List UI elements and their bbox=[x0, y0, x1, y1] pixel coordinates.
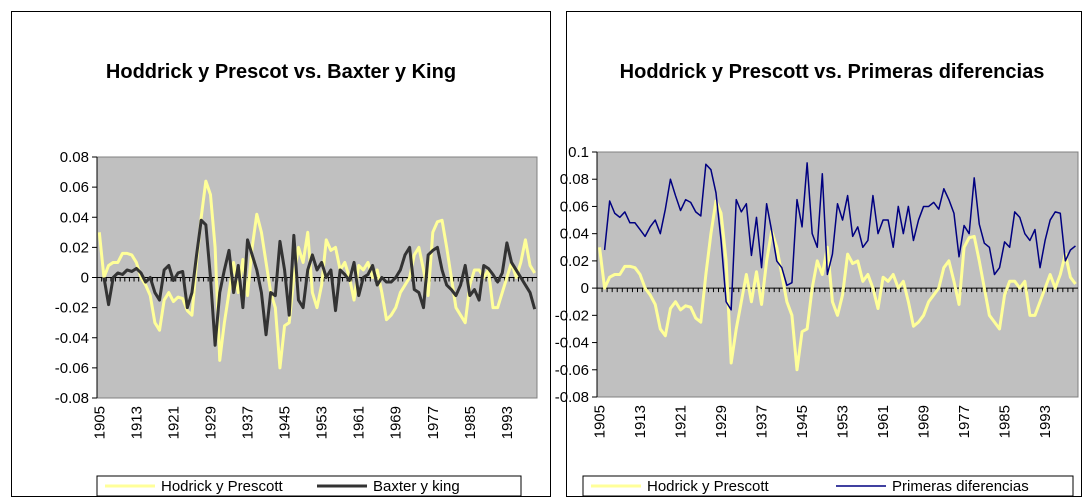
x-tick-label: 1977 bbox=[425, 406, 442, 439]
y-tick-label: -0.06 bbox=[55, 360, 89, 377]
x-tick-label: 1985 bbox=[462, 406, 479, 439]
legend bbox=[96, 475, 522, 497]
x-tick-label: 1969 bbox=[388, 406, 405, 439]
y-tick-label: -0.02 bbox=[555, 307, 589, 324]
legend-label: Hodrick y Prescott bbox=[647, 478, 770, 495]
y-tick-label: -0.08 bbox=[555, 389, 589, 406]
y-tick-label: 0.08 bbox=[60, 149, 89, 166]
y-tick-label: 0.08 bbox=[560, 171, 589, 188]
x-tick-label: 1945 bbox=[277, 406, 294, 439]
y-tick-label: -0.06 bbox=[555, 362, 589, 379]
y-tick-label: 0.1 bbox=[568, 144, 589, 161]
y-tick-label: 0.02 bbox=[560, 253, 589, 270]
y-tick-label: 0.04 bbox=[560, 226, 589, 243]
y-tick-label: 0.04 bbox=[60, 209, 89, 226]
y-tick-label: 0 bbox=[581, 280, 589, 297]
chart-title: Hoddrick y Prescot vs. Baxter y King bbox=[105, 61, 457, 83]
x-tick-label: 1937 bbox=[754, 405, 771, 438]
x-tick-label: 1993 bbox=[1037, 405, 1054, 438]
y-tick-label: -0.08 bbox=[55, 390, 89, 407]
y-tick-label: -0.04 bbox=[555, 335, 589, 352]
x-tick-label: 1977 bbox=[956, 405, 973, 438]
x-tick-label: 1945 bbox=[794, 405, 811, 438]
plot-area bbox=[596, 151, 1079, 398]
x-tick-label: 1961 bbox=[875, 405, 892, 438]
y-tick-label: 0.02 bbox=[60, 239, 89, 256]
x-tick-label: 1921 bbox=[673, 405, 690, 438]
x-tick-label: 1969 bbox=[916, 405, 933, 438]
legend-label: Hodrick y Prescott bbox=[161, 478, 284, 495]
y-tick-label: 0 bbox=[81, 270, 89, 287]
legend bbox=[582, 475, 1074, 497]
x-tick-label: 1937 bbox=[240, 406, 257, 439]
series-line bbox=[598, 199, 1077, 372]
x-tick-label: 1929 bbox=[713, 405, 730, 438]
chart-title: Hoddrick y Prescott vs. Primeras diferen… bbox=[619, 61, 1045, 83]
x-tick-label: 1913 bbox=[632, 405, 649, 438]
x-tick-label: 1921 bbox=[165, 406, 182, 439]
series-line bbox=[603, 162, 1076, 311]
x-tick-label: 1993 bbox=[499, 406, 516, 439]
y-tick-label: 0.06 bbox=[560, 198, 589, 215]
y-tick-label: -0.02 bbox=[55, 300, 89, 317]
legend-label: Baxter y king bbox=[373, 478, 460, 495]
series-line bbox=[97, 179, 536, 370]
x-tick-label: 1953 bbox=[835, 405, 852, 438]
y-tick-label: 0.06 bbox=[60, 179, 89, 196]
x-tick-label: 1913 bbox=[128, 406, 145, 439]
x-tick-label: 1953 bbox=[314, 406, 331, 439]
x-tick-label: 1905 bbox=[592, 405, 609, 438]
legend-label: Primeras diferencias bbox=[892, 478, 1029, 495]
x-tick-label: 1929 bbox=[202, 406, 219, 439]
series-line bbox=[102, 218, 537, 347]
y-tick-label: -0.04 bbox=[55, 330, 89, 347]
x-tick-label: 1905 bbox=[91, 406, 108, 439]
x-tick-label: 1985 bbox=[997, 405, 1014, 438]
x-tick-label: 1961 bbox=[351, 406, 368, 439]
